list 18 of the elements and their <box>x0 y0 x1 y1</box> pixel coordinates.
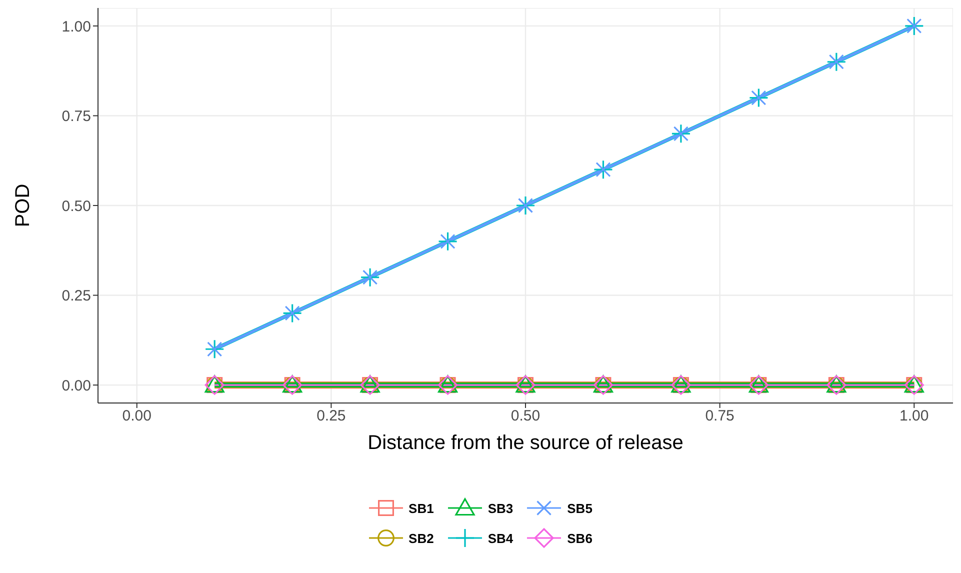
x-tick-label: 0.00 <box>122 408 152 425</box>
y-tick-label: 0.25 <box>62 288 91 305</box>
legend-label: SB3 <box>488 500 514 516</box>
y-tick-label: 0.00 <box>62 377 91 394</box>
legend-label: SB4 <box>488 530 514 546</box>
legend-label: SB5 <box>567 500 592 516</box>
y-tick-label: 0.50 <box>62 198 91 215</box>
legend-label: SB6 <box>567 530 592 546</box>
x-axis-title: Distance from the source of release <box>368 432 684 454</box>
y-tick-label: 1.00 <box>62 18 91 36</box>
x-tick-label: 0.75 <box>705 408 734 425</box>
x-tick-label: 0.25 <box>316 408 346 425</box>
y-axis-title: POD <box>12 184 34 228</box>
legend-label: SB2 <box>408 530 434 546</box>
x-tick-label: 0.50 <box>510 408 540 425</box>
x-tick-label: 1.00 <box>900 408 929 425</box>
legend-label: SB1 <box>408 500 434 516</box>
y-tick-label: 0.75 <box>62 108 91 126</box>
